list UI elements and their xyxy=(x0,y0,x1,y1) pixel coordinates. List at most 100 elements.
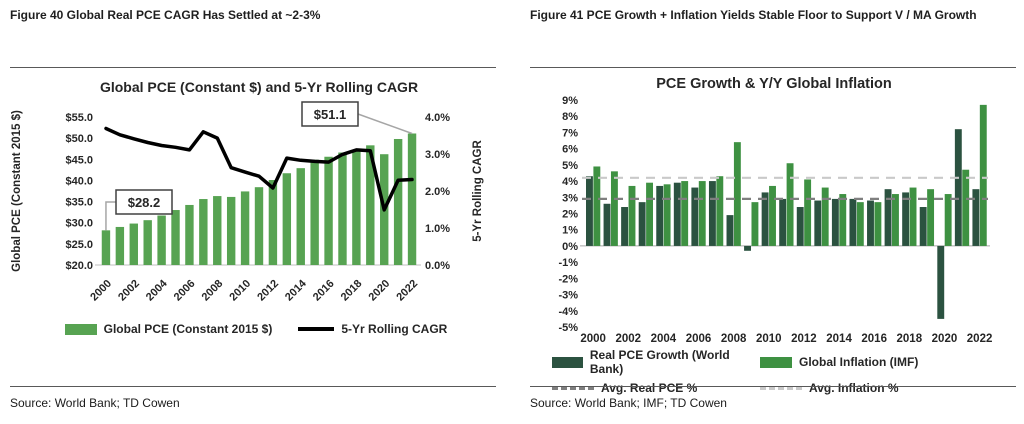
real-pce-growth-swatch xyxy=(552,356,583,368)
x-axis-tick: 2022 xyxy=(967,333,993,345)
y-axis-tick: 6% xyxy=(562,144,578,156)
global-inflation-bar xyxy=(979,104,987,246)
real-pce-growth-bar xyxy=(586,176,593,246)
real-pce-growth-bar xyxy=(796,207,804,246)
global-pce-bar xyxy=(366,145,375,265)
real-pce-growth-bar xyxy=(673,182,681,246)
legend-item-real-pce-growth: Real PCE Growth (World Bank) xyxy=(552,348,760,376)
x-axis-tick: 2000 xyxy=(88,278,114,304)
y-axis-tick: 9% xyxy=(562,95,578,107)
global-inflation-bar xyxy=(610,171,618,246)
rolling-cagr-swatch xyxy=(298,327,335,331)
x-axis-tick: 2020 xyxy=(367,278,393,304)
left-axis-tick: $55.0 xyxy=(65,112,93,124)
global-inflation-bar xyxy=(909,187,917,246)
callout-box xyxy=(301,101,359,127)
figure-41-heading: Figure 41 PCE Growth + Inflation Yields … xyxy=(530,8,977,22)
global-pce-bar xyxy=(115,226,125,265)
x-axis-tick: 2004 xyxy=(651,333,677,345)
left-axis-tick: $50.0 xyxy=(65,133,93,145)
global-inflation-bar xyxy=(804,179,812,246)
real-pce-growth-bar xyxy=(972,189,980,246)
x-axis-tick: 2012 xyxy=(255,278,281,304)
real-pce-growth-bar xyxy=(761,192,769,246)
x-axis-tick: 2008 xyxy=(721,333,747,345)
figure-40-panel: Figure 40 Global Real PCE CAGR Has Settl… xyxy=(10,8,496,410)
x-axis-tick: 2018 xyxy=(897,333,923,345)
avg-real-pce-swatch xyxy=(552,386,594,390)
x-axis-tick: 2002 xyxy=(615,333,641,345)
x-axis-tick: 2016 xyxy=(861,333,887,345)
legend-label: Avg. Inflation % xyxy=(809,381,899,395)
global-inflation-bar xyxy=(733,142,741,246)
x-axis-tick: 2014 xyxy=(826,333,852,345)
global-pce-bar xyxy=(310,159,319,265)
real-pce-growth-bar xyxy=(902,192,910,246)
x-axis-tick: 2016 xyxy=(311,278,337,304)
global-pce-bar xyxy=(157,215,166,265)
figure-40-bottom-divider xyxy=(10,386,496,387)
real-pce-growth-bar xyxy=(814,200,822,246)
left-axis-tick: $20.0 xyxy=(65,260,93,272)
x-axis-tick: 2010 xyxy=(756,333,782,345)
y-axis-tick: -4% xyxy=(558,306,578,318)
callout-connector xyxy=(105,201,116,231)
left-axis-tick: $35.0 xyxy=(65,197,93,209)
figure-41-top-divider xyxy=(530,67,1016,68)
right-axis-title: 5-Yr Rolling CAGR xyxy=(472,140,484,242)
left-axis-tick: $25.0 xyxy=(65,239,93,251)
legend-item-global-inflation: Global Inflation (IMF) xyxy=(760,348,918,376)
real-pce-growth-bar xyxy=(621,207,629,246)
global-pce-bar xyxy=(407,133,417,265)
global-inflation-bar xyxy=(769,185,776,246)
figure-41-panel: Figure 41 PCE Growth + Inflation Yields … xyxy=(512,0,1024,424)
figure-40-source: Source: World Bank; TD Cowen xyxy=(10,396,180,410)
global-inflation-bar xyxy=(628,185,636,246)
global-inflation-bar xyxy=(839,194,847,246)
real-pce-growth-bar xyxy=(884,189,892,246)
global-pce-bar xyxy=(324,156,333,265)
global-inflation-bar xyxy=(962,169,970,246)
y-axis-tick: -1% xyxy=(558,257,578,269)
global-pce-bar xyxy=(199,199,208,265)
y-axis-tick: -2% xyxy=(558,273,578,285)
global-inflation-bar xyxy=(698,181,706,246)
x-axis-tick: 2022 xyxy=(394,278,420,304)
callout-value: $51.1 xyxy=(314,107,347,122)
global-inflation-swatch xyxy=(760,356,792,368)
global-pce-bar xyxy=(352,149,361,265)
x-axis-tick: 2010 xyxy=(227,278,253,304)
callout-box xyxy=(115,189,173,215)
real-pce-growth-bar xyxy=(849,198,857,246)
left-axis-tick: $30.0 xyxy=(65,218,93,230)
figure-41-legend: Real PCE Growth (World Bank) Global Infl… xyxy=(552,348,918,395)
global-pce-bar xyxy=(101,230,111,265)
x-axis-tick: 2002 xyxy=(116,278,142,304)
x-axis-tick: 2006 xyxy=(686,333,712,345)
global-inflation-bar xyxy=(663,184,671,246)
real-pce-growth-bar xyxy=(779,198,787,246)
legend-label: Real PCE Growth (World Bank) xyxy=(589,348,730,376)
global-inflation-bar xyxy=(874,202,882,246)
y-axis-tick: 4% xyxy=(562,176,578,188)
legend-label: Global PCE (Constant 2015 $) xyxy=(103,322,273,336)
global-pce-bar xyxy=(185,204,194,265)
y-axis-tick: 0% xyxy=(562,241,578,253)
real-pce-growth-bar xyxy=(603,203,611,246)
real-pce-growth-bar xyxy=(656,185,664,246)
global-inflation-bar xyxy=(856,202,864,246)
global-pce-bar xyxy=(268,180,278,265)
pce-growth-inflation-chart: PCE Growth & Y/Y Global Inflation 9% 8% 7% 6… xyxy=(558,76,993,345)
y-axis-tick: -5% xyxy=(558,322,578,334)
figure-41-source: Source: World Bank; IMF; TD Cowen xyxy=(530,396,727,410)
global-pce-bar xyxy=(226,196,236,265)
y-axis-tick: 5% xyxy=(562,160,578,172)
y-axis-tick: 2% xyxy=(562,209,578,221)
real-pce-growth-bar xyxy=(937,245,945,319)
figure-41-bottom-divider xyxy=(530,386,1016,387)
right-axis-tick: 3.0% xyxy=(425,149,450,161)
real-pce-growth-bar xyxy=(867,200,874,246)
x-axis-tick: 2020 xyxy=(932,333,958,345)
x-axis-tick: 2008 xyxy=(200,278,226,304)
y-axis-tick: -3% xyxy=(558,290,578,302)
